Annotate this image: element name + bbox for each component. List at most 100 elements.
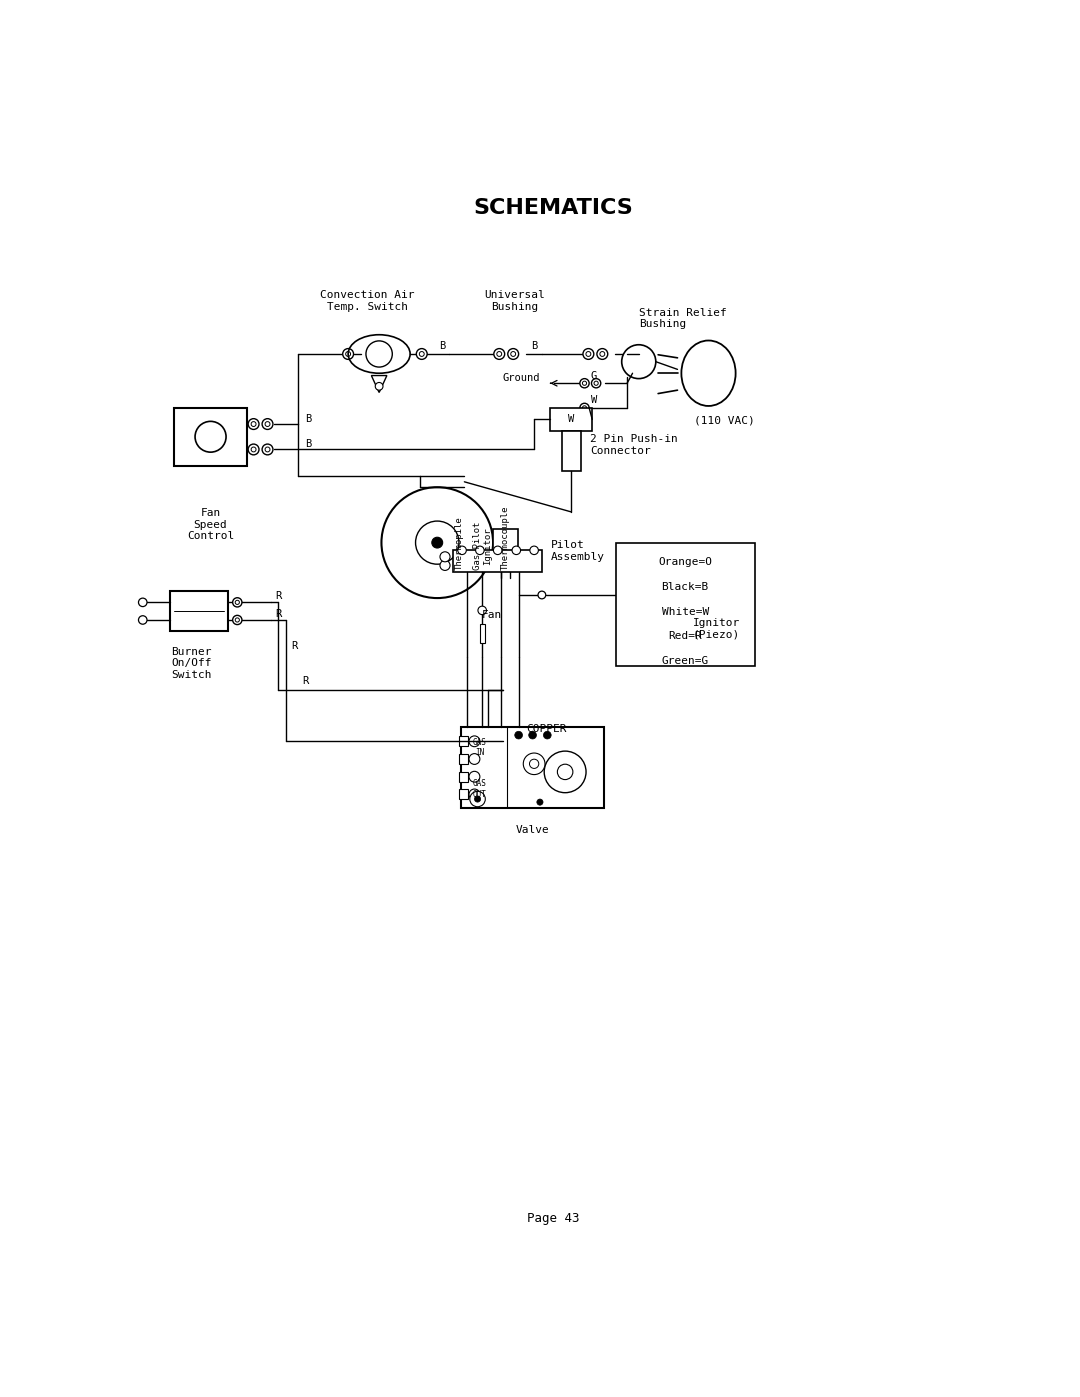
Circle shape	[252, 447, 256, 451]
Circle shape	[529, 731, 537, 739]
Bar	[174, 408, 247, 465]
Text: COPPER: COPPER	[526, 724, 567, 733]
Circle shape	[478, 606, 486, 615]
Bar	[494, 529, 517, 556]
Bar	[459, 789, 469, 799]
Circle shape	[419, 352, 424, 356]
Text: SCHEMATICS: SCHEMATICS	[474, 198, 633, 218]
Circle shape	[544, 752, 586, 792]
Circle shape	[537, 799, 543, 805]
Text: Fan: Fan	[482, 609, 501, 620]
Circle shape	[515, 731, 523, 739]
Text: Valve: Valve	[515, 826, 549, 835]
Circle shape	[232, 615, 242, 624]
Text: GAS
OUT: GAS OUT	[473, 780, 487, 799]
Text: R: R	[291, 641, 297, 651]
Text: Fan
Speed
Control: Fan Speed Control	[187, 509, 234, 541]
Bar	[453, 550, 542, 571]
Circle shape	[538, 591, 545, 599]
Text: B: B	[305, 414, 311, 423]
Circle shape	[494, 546, 502, 555]
Circle shape	[469, 736, 480, 746]
Circle shape	[582, 381, 586, 386]
Circle shape	[475, 546, 484, 555]
Circle shape	[586, 352, 591, 356]
Text: B: B	[531, 341, 537, 351]
Circle shape	[235, 601, 240, 605]
Circle shape	[622, 345, 656, 379]
Circle shape	[262, 444, 273, 455]
Circle shape	[248, 444, 259, 455]
Circle shape	[265, 447, 270, 451]
Text: W: W	[591, 395, 597, 405]
Circle shape	[366, 341, 392, 367]
Text: Burner
On/Off
Switch: Burner On/Off Switch	[171, 647, 212, 680]
Circle shape	[346, 352, 351, 356]
Bar	[459, 771, 469, 782]
Text: R: R	[302, 676, 309, 686]
Bar	[550, 408, 592, 432]
Text: R: R	[275, 591, 282, 601]
Circle shape	[262, 419, 273, 429]
Polygon shape	[372, 376, 387, 393]
Text: Pilot
Assembly: Pilot Assembly	[551, 541, 605, 562]
Circle shape	[195, 422, 226, 453]
Circle shape	[235, 617, 240, 622]
Text: Red=R: Red=R	[669, 631, 702, 641]
Text: Ignitor
(Piezo): Ignitor (Piezo)	[692, 617, 740, 640]
Circle shape	[474, 796, 481, 802]
Circle shape	[342, 349, 353, 359]
Bar	[480, 624, 485, 643]
Bar	[459, 754, 469, 764]
Circle shape	[597, 349, 608, 359]
Circle shape	[511, 352, 515, 356]
Circle shape	[594, 381, 598, 386]
Circle shape	[508, 349, 518, 359]
Circle shape	[494, 349, 504, 359]
Circle shape	[381, 488, 494, 598]
Text: Thermopile: Thermopile	[455, 517, 463, 570]
Text: White=W: White=W	[662, 606, 708, 616]
Circle shape	[497, 352, 502, 356]
Circle shape	[375, 383, 383, 390]
Circle shape	[416, 521, 459, 564]
Text: B: B	[440, 341, 446, 351]
Text: GAS
IN: GAS IN	[473, 738, 487, 757]
Circle shape	[599, 352, 605, 356]
Circle shape	[252, 422, 256, 426]
Circle shape	[248, 419, 259, 429]
Circle shape	[265, 422, 270, 426]
Circle shape	[529, 759, 539, 768]
Text: Ground: Ground	[502, 373, 540, 383]
Circle shape	[469, 771, 480, 782]
Text: Convection Air
Temp. Switch: Convection Air Temp. Switch	[321, 291, 415, 312]
Circle shape	[583, 349, 594, 359]
Bar	[697, 588, 718, 602]
Text: B: B	[305, 439, 311, 448]
Bar	[460, 728, 604, 809]
Circle shape	[592, 379, 600, 388]
Circle shape	[580, 379, 590, 388]
Circle shape	[440, 552, 450, 562]
Text: Orange=O: Orange=O	[658, 557, 712, 567]
Text: W: W	[568, 415, 575, 425]
Circle shape	[232, 598, 242, 606]
Text: (110 VAC): (110 VAC)	[693, 416, 754, 426]
Bar	[170, 591, 228, 631]
Circle shape	[582, 405, 586, 409]
Text: 2 Pin Push-in
Connector: 2 Pin Push-in Connector	[591, 434, 678, 455]
Text: Strain Relief
Bushing: Strain Relief Bushing	[638, 307, 727, 330]
Circle shape	[458, 546, 467, 555]
Circle shape	[469, 753, 480, 764]
Circle shape	[543, 731, 551, 739]
Circle shape	[580, 404, 590, 412]
Text: R: R	[275, 609, 282, 619]
Text: Gas Pilot
Ignitor: Gas Pilot Ignitor	[473, 522, 491, 570]
Text: Black=B: Black=B	[662, 583, 708, 592]
Circle shape	[440, 560, 450, 570]
Circle shape	[524, 753, 545, 774]
Bar	[562, 432, 581, 471]
Bar	[459, 736, 469, 746]
Text: Universal
Bushing: Universal Bushing	[484, 291, 545, 312]
Circle shape	[416, 349, 428, 359]
